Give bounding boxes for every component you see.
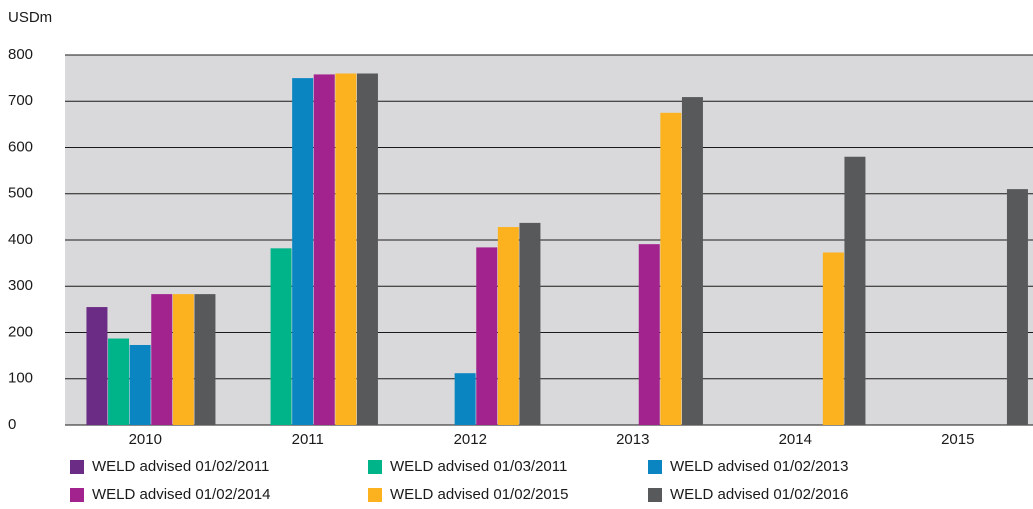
bar xyxy=(335,73,357,425)
x-tick-label: 2013 xyxy=(616,431,649,448)
bar xyxy=(844,156,866,425)
x-tick-label: 2010 xyxy=(129,431,162,448)
legend-label: WELD advised 01/02/2015 xyxy=(390,486,568,503)
y-tick-label: 100 xyxy=(8,370,33,387)
legend-label: WELD advised 01/02/2014 xyxy=(92,486,270,503)
bar xyxy=(108,338,130,425)
bar xyxy=(129,344,151,425)
x-tick-label: 2012 xyxy=(454,431,487,448)
y-axis-label: USDm xyxy=(8,9,52,26)
legend-swatch xyxy=(70,488,84,502)
legend-label: WELD advised 01/02/2016 xyxy=(670,486,848,503)
bar xyxy=(356,73,378,425)
bar xyxy=(660,112,682,425)
y-tick-label: 400 xyxy=(8,231,33,248)
bar xyxy=(476,247,498,425)
bar xyxy=(638,244,660,425)
bar xyxy=(86,307,108,425)
legend-swatch xyxy=(648,460,662,474)
x-tick-label: 2011 xyxy=(292,431,324,448)
bar xyxy=(172,294,194,425)
bar xyxy=(1006,189,1028,425)
y-tick-label: 0 xyxy=(8,416,16,433)
bar xyxy=(497,227,519,425)
y-tick-label: 200 xyxy=(8,323,33,340)
bar xyxy=(270,248,292,425)
y-tick-label: 600 xyxy=(8,138,33,155)
bar xyxy=(822,252,844,425)
x-tick-label: 2015 xyxy=(941,431,974,448)
bar xyxy=(519,222,541,425)
y-tick-label: 700 xyxy=(8,92,33,109)
legend-label: WELD advised 01/02/2011 xyxy=(92,458,269,475)
y-tick-label: 800 xyxy=(8,46,33,63)
bar xyxy=(292,78,314,425)
legend-swatch xyxy=(70,460,84,474)
bar xyxy=(313,74,335,426)
bar xyxy=(194,294,216,425)
y-tick-label: 500 xyxy=(8,185,33,202)
bar xyxy=(151,294,173,425)
bar xyxy=(454,373,476,425)
legend-label: WELD advised 01/03/2011 xyxy=(390,458,567,475)
legend-swatch xyxy=(368,488,382,502)
legend-label: WELD advised 01/02/2013 xyxy=(670,458,848,475)
x-tick-label: 2014 xyxy=(779,431,812,448)
legend-swatch xyxy=(648,488,662,502)
bar xyxy=(681,97,703,426)
y-tick-label: 300 xyxy=(8,277,33,294)
legend-swatch xyxy=(368,460,382,474)
